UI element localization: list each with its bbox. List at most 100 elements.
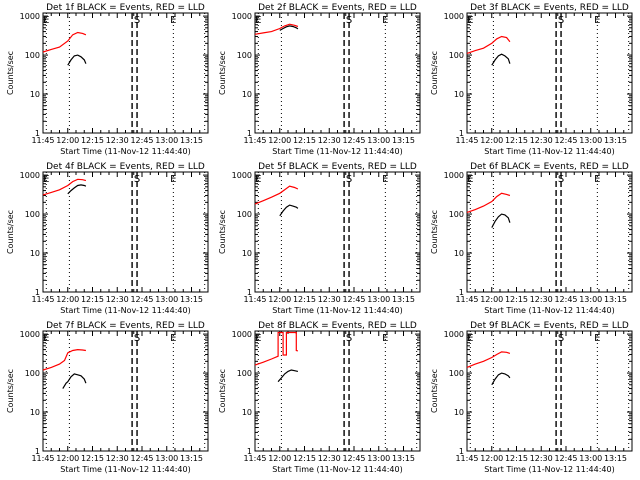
series-lld-red — [466, 351, 511, 368]
x-axis-label: Start Time (11-Nov-12 11:44:40) — [60, 147, 190, 156]
marker-label: S — [558, 174, 564, 185]
x-tick-label: 12:00 — [480, 454, 503, 463]
series-events-black — [62, 373, 87, 389]
x-tick-label: 13:00 — [367, 136, 390, 145]
x-tick-label: 13:00 — [579, 454, 602, 463]
marker-label: E — [382, 174, 388, 185]
x-tick-label: 12:45 — [554, 136, 577, 145]
chart-title: Det 1f BLACK = Events, RED = LLD — [46, 3, 205, 13]
plot-frame — [42, 12, 209, 134]
x-tick-label: 11:45 — [455, 136, 478, 145]
x-tick-label: 13:00 — [367, 295, 390, 304]
x-tick-label: 11:45 — [31, 454, 54, 463]
marker-label: E — [255, 333, 261, 344]
series-events-black — [491, 53, 511, 66]
marker-label: E — [594, 174, 600, 185]
plot-frame — [466, 12, 633, 134]
marker-label: E — [170, 15, 176, 26]
x-tick-label: 12:45 — [342, 295, 365, 304]
series-lld-red — [254, 185, 299, 205]
y-tick-label: 100 — [25, 210, 40, 219]
x-tick-label: 12:30 — [106, 454, 129, 463]
y-tick-label: 1 — [459, 288, 464, 297]
marker-label: S — [346, 333, 352, 344]
x-tick-label: 13:00 — [367, 454, 390, 463]
x-axis-label: Start Time (11-Nov-12 11:44:40) — [484, 147, 614, 156]
y-tick-label: 1 — [247, 129, 252, 138]
chart-title: Det 3f BLACK = Events, RED = LLD — [470, 3, 629, 13]
series-events-black — [491, 372, 511, 386]
x-axis-label: Start Time (11-Nov-12 11:44:40) — [272, 465, 402, 474]
y-axis-label: Counts/sec — [6, 369, 15, 413]
y-tick-label: 1 — [459, 447, 464, 456]
x-axis-label: Start Time (11-Nov-12 11:44:40) — [60, 465, 190, 474]
marker-label: E — [255, 15, 261, 26]
y-axis-label: Counts/sec — [218, 51, 227, 95]
x-tick-label: 12:00 — [480, 136, 503, 145]
y-tick-label: 1000 — [444, 12, 464, 21]
x-tick-label: 13:00 — [155, 136, 178, 145]
y-tick-label: 10 — [454, 408, 464, 417]
plot-frame — [254, 12, 421, 134]
plot-frame — [466, 171, 633, 293]
panel-3: Det 3f BLACK = Events, RED = LLD Counts/s… — [430, 3, 633, 156]
x-tick-label: 11:45 — [243, 454, 266, 463]
marker-label: S — [346, 15, 352, 26]
x-tick-label: 13:00 — [155, 295, 178, 304]
x-tick-label: 12:45 — [130, 454, 153, 463]
x-axis-label: Start Time (11-Nov-12 11:44:40) — [60, 306, 190, 315]
y-tick-label: 100 — [449, 210, 464, 219]
panel-4: Det 4f BLACK = Events, RED = LLD Counts/s… — [6, 162, 209, 315]
chart-title: Det 7f BLACK = Events, RED = LLD — [46, 321, 205, 331]
y-tick-label: 1000 — [20, 171, 40, 180]
marker-label: E — [43, 15, 49, 26]
x-tick-label: 12:00 — [480, 295, 503, 304]
plot-frame — [466, 330, 633, 452]
plot-frame — [254, 330, 421, 452]
x-tick-label: 12:15 — [293, 454, 316, 463]
marker-label: E — [255, 174, 261, 185]
y-tick-label: 10 — [30, 408, 40, 417]
x-tick-label: 12:15 — [505, 295, 528, 304]
series-events-black — [279, 204, 299, 217]
x-tick-label: 13:00 — [579, 295, 602, 304]
marker-label: E — [467, 333, 473, 344]
y-tick-label: 1000 — [20, 12, 40, 21]
y-tick-label: 1 — [247, 447, 252, 456]
y-tick-label: 100 — [237, 369, 252, 378]
series-lld-red — [42, 31, 87, 53]
x-tick-label: 13:15 — [392, 295, 415, 304]
marker-label: S — [558, 333, 564, 344]
y-axis-label: Counts/sec — [430, 51, 439, 95]
marker-label: S — [134, 174, 140, 185]
chart-title: Det 2f BLACK = Events, RED = LLD — [258, 3, 417, 13]
y-tick-label: 100 — [449, 51, 464, 60]
x-axis-label: Start Time (11-Nov-12 11:44:40) — [272, 147, 402, 156]
y-tick-label: 1 — [35, 129, 40, 138]
x-axis-label: Start Time (11-Nov-12 11:44:40) — [484, 306, 614, 315]
marker-label: S — [134, 333, 140, 344]
x-axis-label: Start Time (11-Nov-12 11:44:40) — [484, 465, 614, 474]
y-tick-label: 100 — [25, 51, 40, 60]
series-events-black — [491, 213, 511, 228]
y-tick-label: 1 — [247, 288, 252, 297]
x-tick-label: 12:15 — [293, 295, 316, 304]
series-lld-red — [254, 331, 299, 366]
y-tick-label: 10 — [454, 90, 464, 99]
y-tick-label: 1 — [35, 447, 40, 456]
x-tick-label: 12:30 — [318, 454, 341, 463]
y-tick-label: 1 — [459, 129, 464, 138]
marker-label: E — [382, 15, 388, 26]
y-axis-label: Counts/sec — [6, 51, 15, 95]
marker-label: E — [594, 15, 600, 26]
panel-5: Det 5f BLACK = Events, RED = LLD Counts/s… — [218, 162, 421, 315]
series-events-black — [279, 25, 299, 31]
x-tick-label: 13:15 — [604, 454, 627, 463]
y-tick-label: 10 — [242, 408, 252, 417]
x-tick-label: 12:15 — [81, 295, 104, 304]
plot-frame — [254, 171, 421, 293]
panel-9: Det 9f BLACK = Events, RED = LLD Counts/s… — [430, 321, 633, 474]
y-tick-label: 100 — [25, 369, 40, 378]
x-tick-label: 12:00 — [268, 295, 291, 304]
